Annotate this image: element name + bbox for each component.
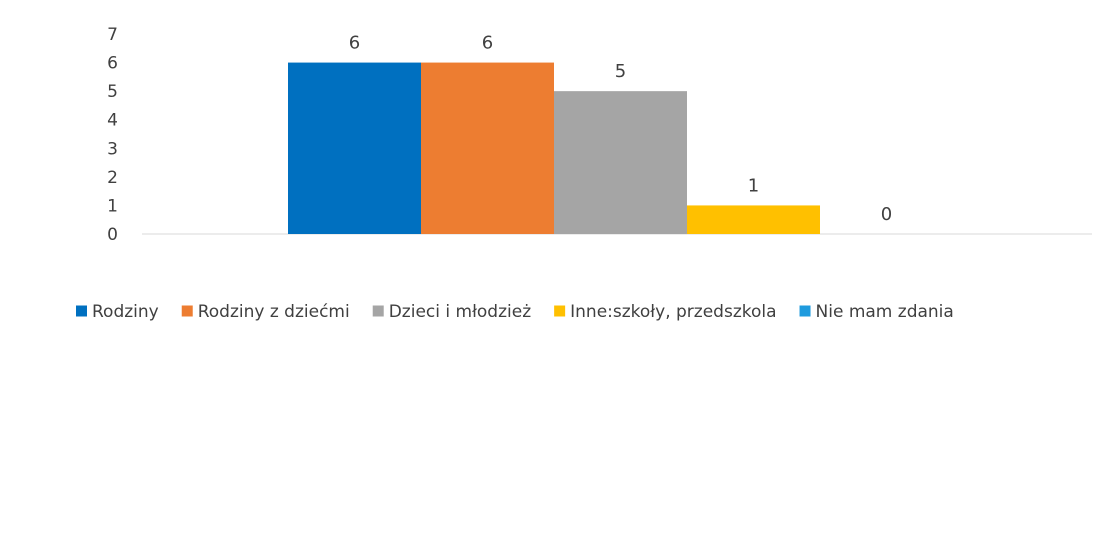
y-tick-label: 1 xyxy=(107,196,118,216)
legend-item: Rodziny xyxy=(76,302,159,322)
legend-swatch xyxy=(181,305,193,317)
y-tick-label: 6 xyxy=(107,54,118,74)
bar-1 xyxy=(288,62,421,235)
data-label: 6 xyxy=(349,33,360,54)
bars xyxy=(288,62,820,235)
y-tick-label: 7 xyxy=(107,25,118,45)
y-axis: 0 1 2 3 4 5 6 7 xyxy=(107,25,118,245)
y-tick-label: 4 xyxy=(107,111,118,131)
legend-label: Dzieci i młodzież xyxy=(389,302,531,322)
bar-3 xyxy=(554,91,687,235)
data-label: 0 xyxy=(881,204,892,225)
y-tick-label: 5 xyxy=(107,82,118,102)
data-label: 1 xyxy=(748,175,759,196)
legend-swatch xyxy=(372,305,384,317)
legend-item: Rodziny z dziećmi xyxy=(181,302,350,322)
data-label: 6 xyxy=(482,33,493,54)
legend-label: Inne:szkoły, przedszkola xyxy=(570,302,776,322)
legend-item: Inne:szkoły, przedszkola xyxy=(554,302,777,322)
y-tick-label: 3 xyxy=(107,139,118,159)
data-labels: 6 6 5 1 0 xyxy=(349,33,892,225)
legend: Rodziny Rodziny z dziećmi Dzieci i młodzie… xyxy=(76,302,954,322)
legend-label: Nie mam zdania xyxy=(816,302,954,322)
legend-item: Dzieci i młodzież xyxy=(372,302,531,322)
legend-swatch xyxy=(799,305,811,317)
legend-item: Nie mam zdania xyxy=(799,302,954,322)
legend-label: Rodziny z dziećmi xyxy=(198,302,350,322)
bar-2 xyxy=(421,62,554,235)
y-tick-label: 2 xyxy=(107,168,118,188)
legend-swatch xyxy=(76,305,87,317)
data-label: 5 xyxy=(615,61,626,82)
legend-label: Rodziny xyxy=(92,302,159,322)
bar-4 xyxy=(687,205,820,234)
legend-swatch xyxy=(554,305,566,317)
y-tick-label: 0 xyxy=(107,225,118,245)
